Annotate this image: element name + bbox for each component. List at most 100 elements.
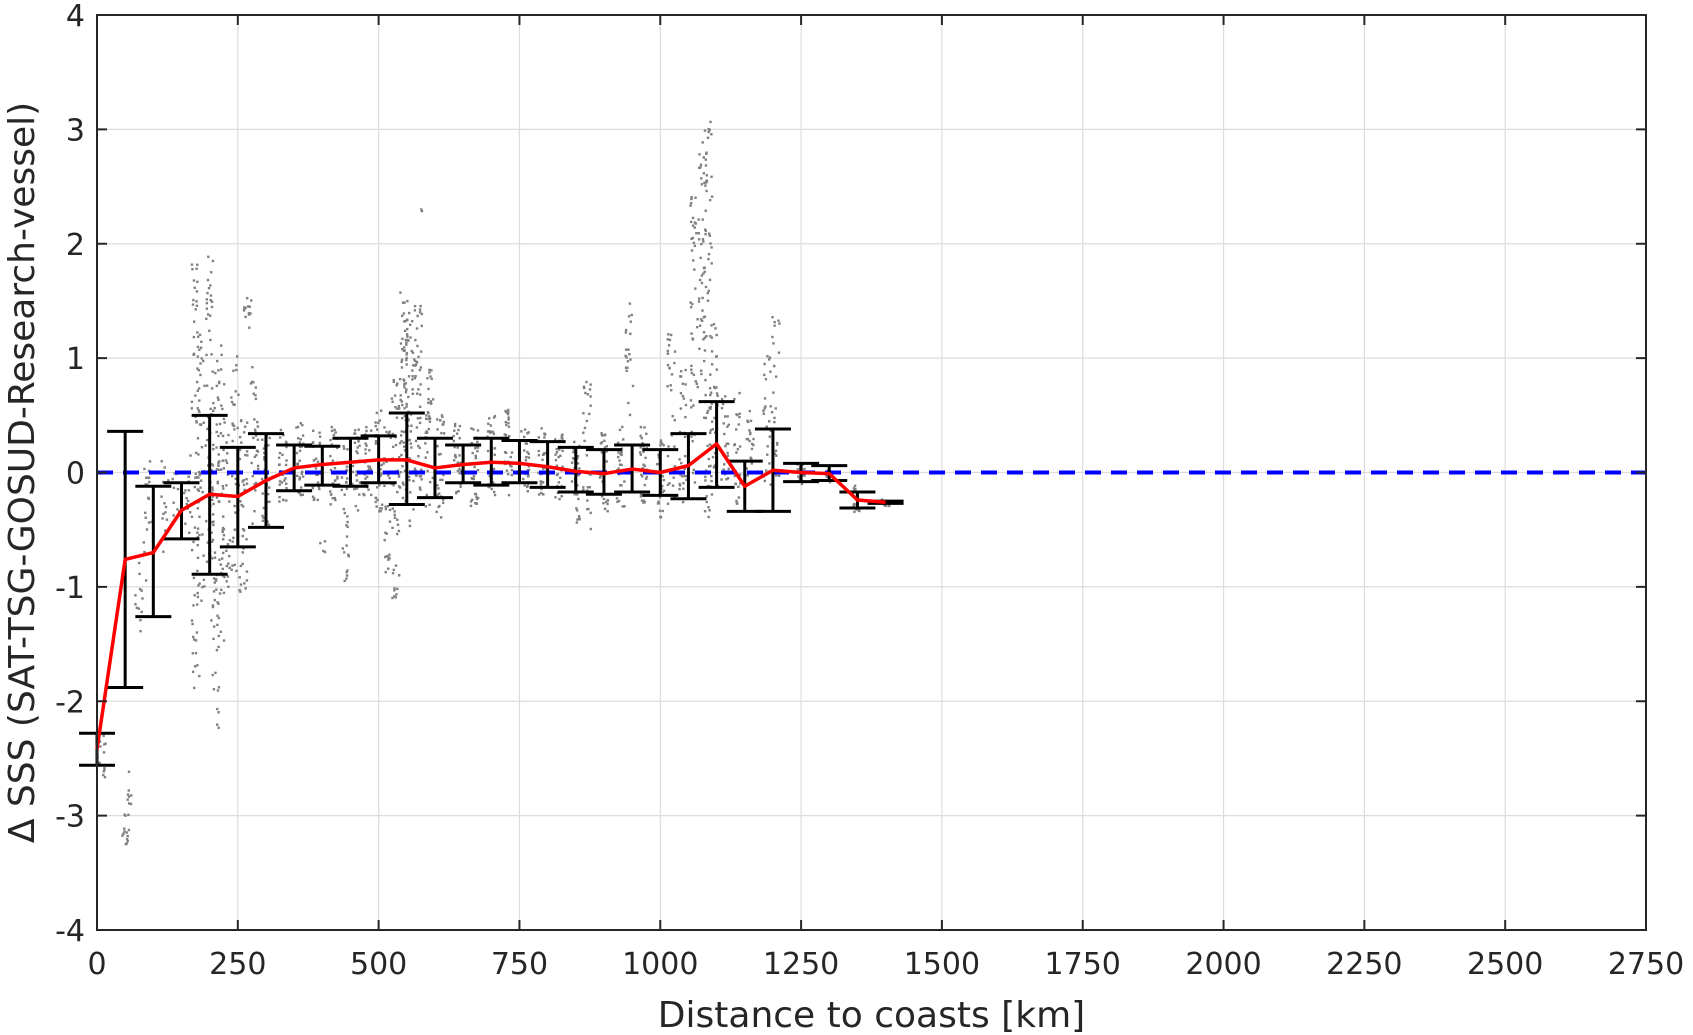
scatter-point (490, 487, 493, 491)
scatter-point (172, 501, 175, 504)
scatter-point (699, 166, 702, 169)
x-tick-label: 2250 (1326, 947, 1402, 982)
scatter-point (213, 581, 217, 584)
scatter-point (213, 598, 217, 602)
scatter-point (345, 487, 349, 491)
scatter-point (527, 452, 531, 456)
scatter-point (425, 414, 428, 417)
scatter-point (402, 483, 405, 486)
scatter-point (353, 487, 356, 491)
scatter-point (284, 477, 287, 480)
scatter-point (213, 556, 217, 559)
scatter-point (726, 451, 729, 455)
scatter-point (491, 481, 495, 484)
scatter-point (199, 373, 202, 377)
scatter-point (699, 256, 702, 260)
scatter-point (267, 523, 271, 527)
scatter-point (196, 345, 200, 349)
scatter-point (711, 428, 715, 431)
scatter-point (379, 409, 383, 412)
scatter-point (410, 446, 413, 449)
scatter-point (316, 498, 319, 502)
scatter-point (639, 434, 642, 438)
scatter-point (643, 500, 646, 504)
scatter-point (436, 493, 439, 497)
scatter-point (712, 323, 716, 326)
scatter-point (713, 451, 717, 455)
scatter-point (749, 456, 752, 459)
scatter-point (624, 328, 628, 332)
scatter-point (319, 541, 322, 545)
scatter-point (402, 441, 405, 444)
scatter-point (353, 429, 357, 432)
scatter-point (436, 444, 439, 448)
scatter-point (176, 487, 180, 491)
scatter-point (704, 416, 708, 420)
scatter-point (709, 429, 713, 432)
scatter-point (561, 449, 564, 453)
scatter-point (195, 267, 198, 271)
scatter-point (216, 481, 219, 485)
grid-lines (96, 14, 1647, 931)
scatter-point (196, 595, 200, 599)
scatter-point (713, 386, 717, 390)
scatter-point (645, 475, 648, 479)
scatter-point (398, 407, 401, 410)
scatter-point (585, 419, 589, 423)
scatter-point (523, 435, 526, 439)
x-tick-label: 250 (209, 947, 266, 982)
scatter-point (212, 520, 215, 523)
scatter-point (589, 395, 592, 398)
scatter-point (280, 481, 284, 484)
scatter-point (575, 507, 578, 510)
scatter-point (853, 510, 856, 513)
scatter-point (205, 384, 209, 387)
x-tick-label: 1000 (622, 947, 698, 982)
scatter-point (346, 525, 349, 529)
scatter-point (226, 452, 229, 455)
scatter-point (666, 385, 669, 388)
scatter-point (195, 603, 199, 606)
scatter-point (410, 424, 413, 427)
scatter-point (209, 338, 212, 342)
scatter-point (615, 497, 619, 500)
scatter-point (197, 368, 201, 372)
scatter-point (217, 453, 220, 456)
scatter-point (703, 509, 707, 513)
scatter-point (413, 304, 417, 308)
scatter-point (605, 450, 608, 453)
scatter-point (323, 540, 327, 543)
scatter-point (394, 406, 397, 409)
scatter-point (98, 740, 102, 743)
scatter-point (853, 484, 857, 488)
scatter-point (198, 471, 202, 474)
scatter-point (223, 575, 226, 579)
scatter-point (617, 455, 620, 459)
scatter-point (210, 468, 213, 472)
scatter-point (454, 455, 457, 459)
scatter-point (506, 412, 510, 416)
scatter-point (211, 495, 214, 498)
scatter-point (374, 421, 377, 424)
scatter-point (441, 478, 444, 482)
scatter-point (629, 320, 632, 323)
scatter-point (240, 441, 243, 444)
scatter-point (721, 402, 725, 406)
scatter-point (682, 487, 685, 490)
scatter-point (768, 435, 772, 438)
scatter-point (284, 463, 288, 467)
scatter-point (228, 554, 231, 558)
scatter-point (416, 417, 420, 420)
scatter-point (419, 366, 423, 369)
scatter-point (695, 382, 699, 385)
scatter-point (261, 438, 264, 441)
scatter-point (401, 348, 404, 351)
scatter-point (708, 431, 712, 434)
scatter-point (658, 509, 662, 512)
scatter-point (213, 551, 217, 554)
scatter-point (212, 688, 216, 691)
scatter-point (710, 324, 713, 327)
scatter-point (192, 635, 195, 639)
scatter-point (163, 502, 166, 505)
